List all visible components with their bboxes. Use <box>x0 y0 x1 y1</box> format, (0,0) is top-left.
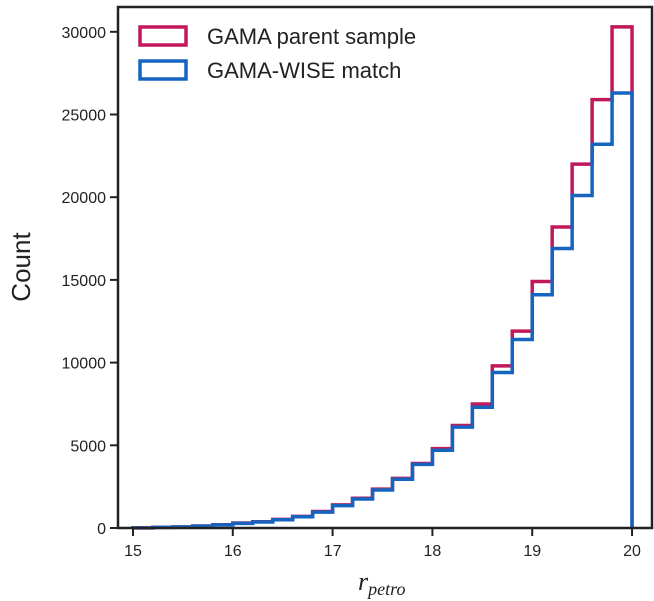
x-tick-label: 17 <box>324 543 342 560</box>
x-axis-label: rpetro <box>358 567 405 599</box>
y-axis-label: Count <box>6 232 36 302</box>
legend-label-1: GAMA-WISE match <box>207 58 401 83</box>
y-tick-label: 15000 <box>62 273 107 290</box>
y-tick-label: 10000 <box>62 356 107 373</box>
x-tick-label: 20 <box>623 543 641 560</box>
y-tick-label: 20000 <box>62 190 107 207</box>
x-axis-label-main: r <box>358 567 369 596</box>
histogram-series-layer <box>131 25 634 530</box>
y-tick-label: 30000 <box>62 25 107 42</box>
plot-area-frame <box>116 5 654 530</box>
x-tick-label: 15 <box>124 543 142 560</box>
y-tick-label: 25000 <box>62 108 107 125</box>
legend-swatch-0 <box>138 25 188 47</box>
y-tick-label: 0 <box>97 521 106 538</box>
x-axis-label-subscript: petro <box>366 579 405 599</box>
histogram-series-0 <box>131 25 634 530</box>
axis-ticks: 15 16 17 18 19 20 0 5000 10000 15000 20000 25000 300… <box>62 25 642 560</box>
legend-label-0: GAMA parent sample <box>207 24 416 49</box>
y-tick-label: 5000 <box>70 438 106 455</box>
legend: GAMA parent sample GAMA-WISE match <box>138 24 416 83</box>
x-tick-label: 19 <box>523 543 541 560</box>
histogram-series-1 <box>131 91 634 530</box>
x-tick-label: 18 <box>424 543 442 560</box>
legend-swatch-1 <box>138 59 188 81</box>
x-tick-label: 16 <box>224 543 242 560</box>
